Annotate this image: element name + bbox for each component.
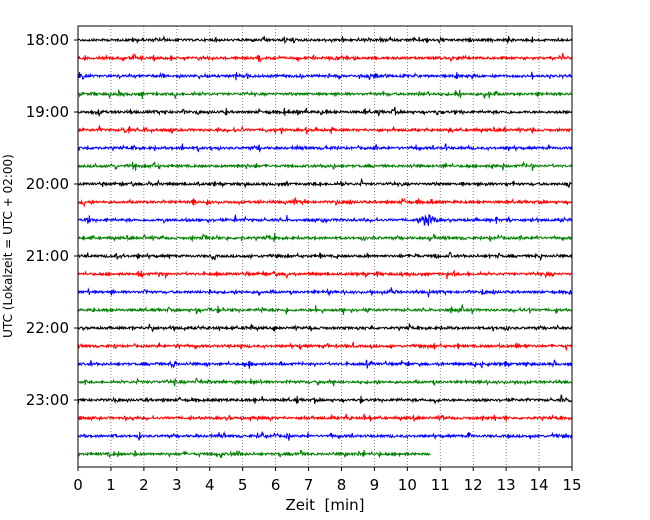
trace-2315: [77, 413, 573, 423]
x-tick-label: 1: [106, 476, 116, 494]
x-tick-label: 12: [464, 476, 483, 494]
x-tick-label: 4: [205, 476, 215, 494]
trace-2130: [77, 287, 573, 298]
x-tick-label: 10: [398, 476, 417, 494]
x-tick-label: 9: [370, 476, 380, 494]
trace-1945: [77, 160, 573, 171]
trace-2245: [77, 377, 573, 387]
seismogram-traces: [77, 34, 573, 459]
y-tick-label: 23:00: [26, 391, 69, 409]
x-tick-label: 6: [271, 476, 281, 494]
x-axis-label: Zeit [min]: [285, 496, 364, 514]
trace-2015: [77, 197, 573, 208]
x-tick-label: 5: [238, 476, 248, 494]
trace-2300: [77, 393, 573, 405]
trace-2000: [77, 177, 573, 189]
x-tick-label: 13: [497, 476, 516, 494]
trace-2115: [77, 269, 573, 280]
trace-2200: [77, 323, 573, 333]
trace-2215: [77, 341, 573, 352]
trace-1915: [77, 125, 573, 135]
x-axis-ticks: 0 1 2 3 4 5 6 7 8 9 10 11 12 13 14 15: [73, 467, 582, 494]
trace-1930: [77, 143, 573, 153]
trace-2230: [77, 359, 573, 369]
trace-2030: [77, 214, 573, 226]
y-tick-label: 22:00: [26, 319, 69, 337]
y-axis-ticks: 18:00 19:00 20:00 21:00 22:00 23:00: [26, 31, 78, 409]
y-tick-label: 21:00: [26, 247, 69, 265]
x-tick-label: 15: [562, 476, 581, 494]
trace-2330: [77, 430, 573, 441]
trace-1900: [77, 106, 573, 117]
x-tick-label: 3: [172, 476, 182, 494]
x-tick-label: 11: [431, 476, 450, 494]
trace-2045: [77, 233, 573, 243]
trace-1800: [77, 34, 573, 45]
x-tick-label: 8: [337, 476, 347, 494]
trace-1815: [77, 53, 573, 63]
trace-2100: [77, 251, 573, 261]
trace-1830: [77, 71, 573, 81]
trace-2145: [77, 303, 573, 315]
y-tick-label: 19:00: [26, 103, 69, 121]
y-tick-label: 20:00: [26, 175, 69, 193]
x-tick-label: 2: [139, 476, 149, 494]
y-axis-label: UTC (Lokalzeit = UTC + 02:00): [1, 154, 15, 338]
x-tick-label: 14: [530, 476, 549, 494]
trace-1845: [77, 89, 573, 100]
y-tick-label: 18:00: [26, 31, 69, 49]
plot-frame: [77, 25, 573, 468]
x-tick-label: 0: [73, 476, 83, 494]
trace-2345: [77, 449, 431, 459]
x-tick-label: 7: [304, 476, 314, 494]
